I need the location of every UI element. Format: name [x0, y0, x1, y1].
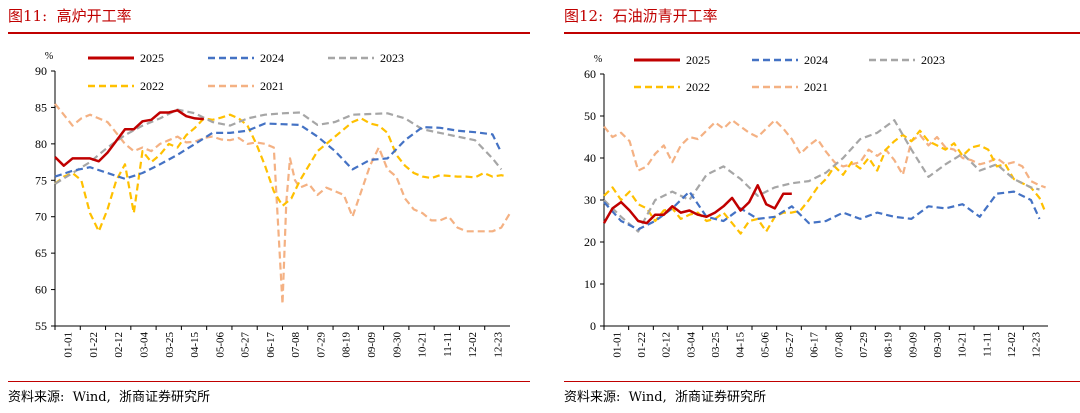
- figure-panel-asphalt: 图12: 石油沥青开工率 % 0 10 20 30 40 50 60 01-01 01-22 02-…: [556, 0, 1080, 413]
- x-tick-label: 03-25: [164, 332, 176, 358]
- x-tick-label: 05-27: [240, 332, 252, 358]
- x-tick-label: 03-04: [138, 332, 150, 358]
- y-tick-label: 75: [35, 173, 47, 187]
- x-tick-label: 07-29: [858, 332, 870, 358]
- x-tick-label: 03-04: [685, 332, 697, 358]
- x-tick-label: 05-06: [759, 332, 771, 358]
- series-line-2023: [54, 108, 503, 185]
- y-unit-label: %: [45, 51, 53, 62]
- x-tick-label: 11-11: [981, 332, 993, 357]
- x-tick-label: 12-02: [1006, 332, 1018, 358]
- x-tick-label: 06-17: [809, 332, 821, 358]
- x-tick-label: 12-02: [467, 332, 479, 358]
- title-rule: [564, 32, 1080, 34]
- y-tick-label: 85: [35, 100, 47, 114]
- x-tick-label: 07-08: [290, 332, 302, 358]
- legend-label-2024: 2024: [804, 53, 828, 67]
- figure-title: 图11: 高炉开工率: [8, 7, 132, 25]
- legend-label-2022: 2022: [140, 79, 164, 93]
- y-tick-label: 0: [590, 319, 596, 333]
- series-line-2025: [602, 184, 792, 225]
- source-rule: [8, 381, 530, 382]
- y-tick-label: 60: [35, 283, 47, 297]
- x-tick-label: 09-30: [391, 332, 403, 358]
- x-tick-label: 07-29: [315, 332, 327, 358]
- x-tick-label: 08-19: [341, 332, 353, 358]
- series-line-2023: [603, 119, 1040, 233]
- series-line-2024: [54, 122, 503, 180]
- series-line-2022: [54, 113, 508, 233]
- source-note: 资料来源: Wind, 浙商证券研究所: [564, 390, 767, 405]
- y-tick-label: 60: [584, 67, 596, 81]
- legend-label-2023: 2023: [921, 53, 945, 67]
- x-tick-label: 09-09: [366, 332, 378, 358]
- x-tick-label: 01-01: [63, 332, 75, 358]
- x-tick-label: 04-15: [189, 332, 201, 358]
- y-unit-label: %: [594, 54, 602, 65]
- x-tick-label: 06-17: [265, 332, 277, 358]
- title-rule: [8, 32, 530, 34]
- x-tick-label: 02-12: [113, 332, 125, 358]
- blast-furnace-line-chart: % 55 60 65 70 75 80 85 90 01-01 01-22 02-12 03-04 03-…: [35, 51, 511, 358]
- legend-label-2024: 2024: [260, 51, 284, 65]
- x-tick-label: 05-06: [214, 332, 226, 358]
- y-tick-label: 30: [584, 193, 596, 207]
- x-tick-label: 10-21: [417, 332, 429, 358]
- x-tick-label: 02-12: [661, 332, 673, 358]
- x-tick-label: 12-23: [1031, 332, 1043, 358]
- y-tick-label: 20: [584, 235, 596, 249]
- x-tick-label: 04-15: [735, 332, 747, 358]
- legend-label-2023: 2023: [380, 51, 404, 65]
- x-tick-label: 01-22: [88, 332, 100, 358]
- y-tick-label: 40: [584, 151, 596, 165]
- y-tick-label: 50: [584, 109, 596, 123]
- y-tick-label: 10: [584, 277, 596, 291]
- figure-title: 图12: 石油沥青开工率: [564, 7, 718, 25]
- asphalt-line-chart: % 0 10 20 30 40 50 60 01-01 01-22 02-12 03-04 03-25 0…: [584, 53, 1048, 358]
- legend-label-2025: 2025: [686, 53, 710, 67]
- figure-panel-blast-furnace: 图11: 高炉开工率 % 55 60 65 70 75 80 85 90 01-01 01-22 02…: [0, 0, 530, 413]
- y-tick-label: 55: [35, 319, 47, 333]
- source-note: 资料来源: Wind, 浙商证券研究所: [8, 390, 211, 405]
- series-line-2025: [54, 109, 204, 167]
- source-rule: [564, 381, 1080, 382]
- x-tick-label: 05-27: [784, 332, 796, 358]
- y-tick-label: 80: [35, 137, 47, 151]
- x-tick-label: 07-08: [833, 332, 845, 358]
- legend-label-2022: 2022: [686, 80, 710, 94]
- legend-label-2021: 2021: [260, 79, 284, 93]
- x-tick-label: 03-25: [710, 332, 722, 358]
- x-tick-label: 01-01: [611, 332, 623, 358]
- x-tick-label: 08-19: [883, 332, 895, 358]
- legend-label-2021: 2021: [804, 80, 828, 94]
- series-line-2022: [603, 129, 1047, 235]
- x-tick-label: 11-11: [442, 332, 454, 357]
- series-line-2024: [603, 190, 1041, 231]
- x-tick-label: 09-30: [932, 332, 944, 358]
- x-tick-label: 09-09: [907, 332, 919, 358]
- legend-label-2025: 2025: [140, 51, 164, 65]
- x-tick-label: 10-21: [957, 332, 969, 358]
- y-tick-label: 65: [35, 246, 47, 260]
- y-tick-label: 70: [35, 210, 47, 224]
- y-tick-label: 90: [35, 64, 47, 78]
- series-line-2021: [603, 119, 1046, 189]
- x-tick-label: 12-23: [492, 332, 504, 358]
- x-tick-label: 01-22: [636, 332, 648, 358]
